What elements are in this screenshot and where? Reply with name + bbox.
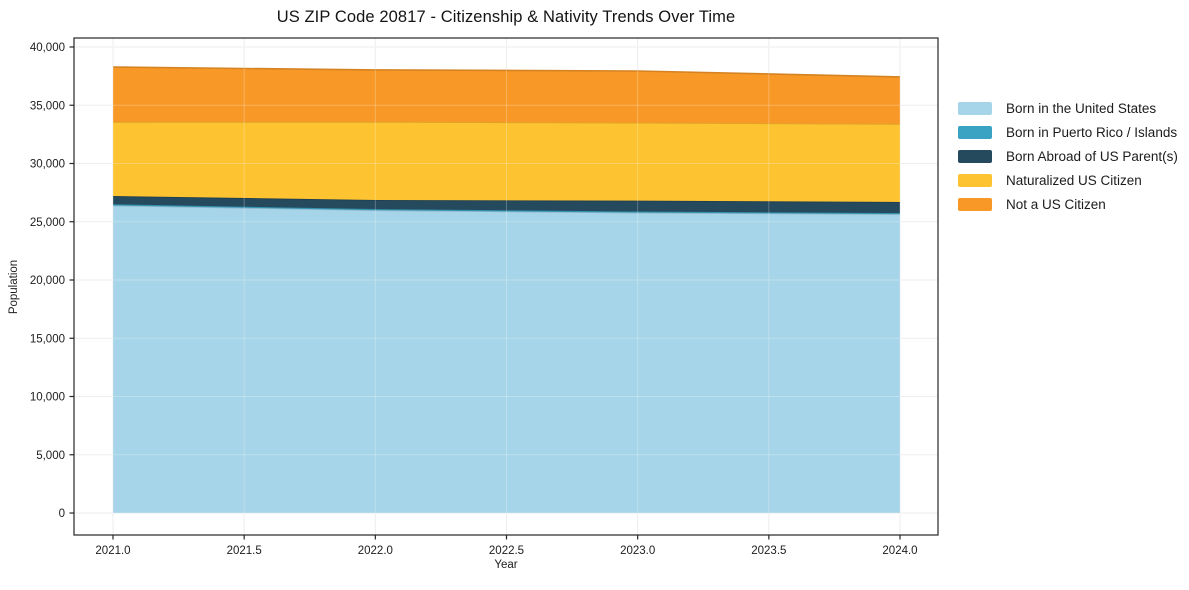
y-tick-label: 40,000 [30,42,65,54]
legend-swatch-icon [958,101,992,115]
x-tick-label: 2023.5 [751,545,786,557]
legend-swatch-icon [958,125,992,139]
legend-item: Born in Puerto Rico / Islands [958,124,1178,140]
y-axis-label: Population [8,259,20,315]
x-tick-label: 2024.0 [882,545,917,557]
legend-swatch-icon [958,173,992,187]
legend-label: Naturalized US Citizen [1006,172,1142,188]
y-tick-label: 20,000 [30,275,65,287]
legend-label: Born in the United States [1006,100,1157,116]
area-series [113,205,900,513]
x-tick-label: 2023.0 [620,545,655,557]
area-series-edge [112,66,901,78]
legend-swatch-icon [958,197,992,211]
legend-item: Not a US Citizen [958,196,1178,212]
y-tick-label: 5,000 [36,450,65,462]
area-series [113,196,900,214]
area-series [113,67,900,125]
chart-title: US ZIP Code 20817 - Citizenship & Nativi… [276,8,736,26]
x-tick-label: 2022.0 [358,545,393,557]
area-series [113,121,900,202]
y-tick-label: 25,000 [30,217,65,229]
legend-item: Born in the United States [958,100,1178,116]
y-tick-label: 35,000 [30,100,65,112]
legend-item: Born Abroad of US Parent(s) [958,148,1178,164]
y-tick-label: 10,000 [30,392,65,404]
legend-label: Born Abroad of US Parent(s) [1006,148,1178,164]
y-tick-label: 15,000 [30,333,65,345]
x-axis-label: Year [494,559,518,571]
legend-label: Born in Puerto Rico / Islands [1006,124,1178,140]
x-tick-label: 2021.5 [227,545,262,557]
x-tick-label: 2022.5 [489,545,524,557]
legend-item: Naturalized US Citizen [958,172,1178,188]
legend: Born in the United States Born in Puerto … [958,100,1178,212]
legend-label: Not a US Citizen [1006,196,1106,212]
y-tick-label: 30,000 [30,159,65,171]
legend-swatch-icon [958,149,992,163]
y-tick-label: 0 [59,508,65,520]
x-tick-label: 2021.0 [95,545,130,557]
